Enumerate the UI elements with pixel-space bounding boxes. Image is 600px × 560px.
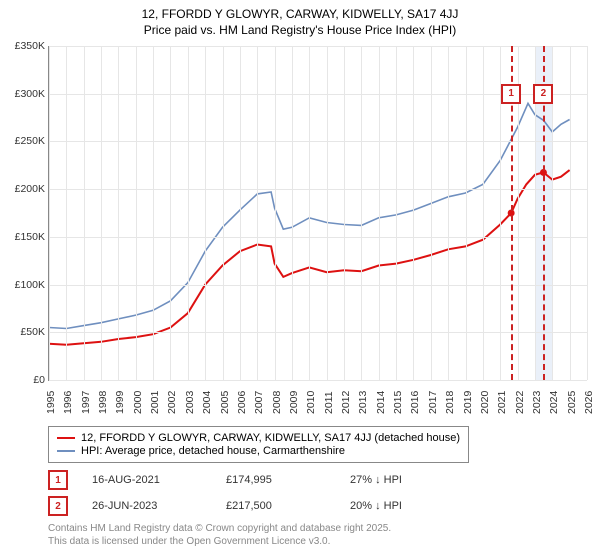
- plot-area: £0£50K£100K£150K£200K£250K£300K£350K1995…: [48, 46, 587, 381]
- x-axis-tick: 2017: [427, 391, 439, 414]
- legend-swatch: [57, 437, 75, 439]
- annotation-date: 16-AUG-2021: [92, 474, 202, 486]
- annotation-id-box: 2: [48, 496, 68, 516]
- x-axis-tick: 1999: [114, 391, 126, 414]
- footer-attribution: Contains HM Land Registry data © Crown c…: [48, 522, 391, 548]
- x-axis-tick: 2026: [583, 391, 595, 414]
- chart-title-block: 12, FFORDD Y GLOWYR, CARWAY, KIDWELLY, S…: [0, 0, 600, 38]
- x-axis-tick: 1995: [45, 391, 57, 414]
- x-axis-tick: 2009: [288, 391, 300, 414]
- x-axis-tick: 2004: [201, 391, 213, 414]
- x-axis-tick: 1996: [62, 391, 74, 414]
- x-axis-tick: 2020: [479, 391, 491, 414]
- marker-label-box: 2: [533, 84, 553, 104]
- x-axis-tick: 2011: [323, 391, 335, 414]
- x-axis-tick: 2013: [357, 391, 369, 414]
- x-axis-tick: 2007: [253, 391, 265, 414]
- chart-title-line1: 12, FFORDD Y GLOWYR, CARWAY, KIDWELLY, S…: [0, 6, 600, 22]
- legend-swatch: [57, 450, 75, 452]
- x-axis-tick: 2000: [132, 391, 144, 414]
- y-axis-tick: £50K: [1, 326, 45, 338]
- annotation-row: 2 26-JUN-2023 £217,500 20% ↓ HPI: [48, 496, 568, 516]
- y-axis-tick: £100K: [1, 279, 45, 291]
- x-axis-tick: 2025: [566, 391, 578, 414]
- y-axis-tick: £300K: [1, 88, 45, 100]
- x-axis-tick: 2010: [305, 391, 317, 414]
- x-axis-tick: 2005: [219, 391, 231, 414]
- y-axis-tick: £350K: [1, 40, 45, 52]
- legend-box: 12, FFORDD Y GLOWYR, CARWAY, KIDWELLY, S…: [48, 426, 469, 463]
- x-axis-tick: 2023: [531, 391, 543, 414]
- x-axis-tick: 2006: [236, 391, 248, 414]
- x-axis-tick: 2012: [340, 391, 352, 414]
- x-axis-tick: 2001: [149, 391, 161, 414]
- annotation-price: £217,500: [226, 500, 326, 512]
- annotation-row: 1 16-AUG-2021 £174,995 27% ↓ HPI: [48, 470, 568, 490]
- x-axis-tick: 2003: [184, 391, 196, 414]
- x-axis-tick: 2021: [496, 391, 508, 414]
- footer-line1: Contains HM Land Registry data © Crown c…: [48, 522, 391, 535]
- x-axis-tick: 1998: [97, 391, 109, 414]
- legend-row: 12, FFORDD Y GLOWYR, CARWAY, KIDWELLY, S…: [57, 432, 460, 444]
- x-axis-tick: 2018: [444, 391, 456, 414]
- annotation-id-box: 1: [48, 470, 68, 490]
- legend-label: 12, FFORDD Y GLOWYR, CARWAY, KIDWELLY, S…: [81, 432, 460, 444]
- annotation-price: £174,995: [226, 474, 326, 486]
- y-axis-tick: £150K: [1, 231, 45, 243]
- y-axis-tick: £0: [1, 374, 45, 386]
- x-axis-tick: 2008: [271, 391, 283, 414]
- x-axis-tick: 1997: [80, 391, 92, 414]
- y-axis-tick: £200K: [1, 183, 45, 195]
- annotation-rows: 1 16-AUG-2021 £174,995 27% ↓ HPI 2 26-JUN-202…: [48, 470, 568, 522]
- x-axis-tick: 2016: [409, 391, 421, 414]
- x-axis-tick: 2015: [392, 391, 404, 414]
- annotation-delta: 20% ↓ HPI: [350, 500, 402, 512]
- chart-container: 12, FFORDD Y GLOWYR, CARWAY, KIDWELLY, S…: [0, 0, 600, 560]
- y-axis-tick: £250K: [1, 135, 45, 147]
- marker-label-box: 1: [501, 84, 521, 104]
- x-axis-tick: 2014: [375, 391, 387, 414]
- legend-row: HPI: Average price, detached house, Carm…: [57, 445, 460, 457]
- x-axis-tick: 2002: [166, 391, 178, 414]
- annotation-delta: 27% ↓ HPI: [350, 474, 402, 486]
- footer-line2: This data is licensed under the Open Gov…: [48, 535, 391, 548]
- annotation-date: 26-JUN-2023: [92, 500, 202, 512]
- x-axis-tick: 2024: [548, 391, 560, 414]
- chart-title-line2: Price paid vs. HM Land Registry's House …: [0, 22, 600, 38]
- x-axis-tick: 2022: [514, 391, 526, 414]
- legend-label: HPI: Average price, detached house, Carm…: [81, 445, 345, 457]
- x-axis-tick: 2019: [462, 391, 474, 414]
